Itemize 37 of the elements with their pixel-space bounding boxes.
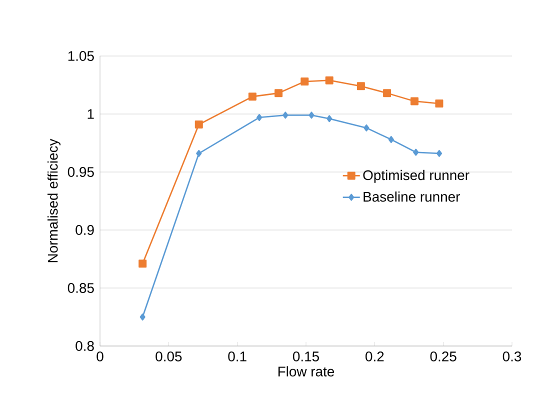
y-tick-label: 0.8 [76, 341, 94, 351]
x-tick-label: 0.3 [502, 352, 522, 362]
point [435, 100, 444, 108]
point [364, 124, 370, 132]
point [282, 112, 288, 119]
point [325, 76, 334, 84]
point [383, 89, 392, 98]
x-tick-label: 0.15 [292, 352, 319, 362]
point [300, 78, 309, 86]
y-tick-label: 0.85 [68, 283, 94, 293]
point [326, 115, 332, 122]
point [140, 314, 146, 320]
y-tick-label: 1.05 [68, 51, 94, 61]
point [138, 260, 147, 268]
y-tick-label: 1 [88, 109, 94, 119]
y-tick-label: 0.9 [76, 225, 94, 235]
legend-label: Baseline runner [364, 191, 460, 202]
point [388, 136, 394, 144]
y-axis-title: Normalised efficiecy [47, 138, 60, 262]
x-tick-label: 0 [96, 352, 104, 362]
point [274, 89, 283, 98]
x-tick-label: 0.2 [366, 352, 384, 362]
point [413, 148, 419, 156]
point [436, 150, 442, 157]
x-tick-label: 0.1 [228, 352, 246, 362]
point [196, 150, 202, 157]
x-tick-label: 0.25 [430, 352, 456, 362]
x-axis-title: Flow rate [278, 366, 334, 376]
point [194, 120, 203, 128]
point [356, 82, 365, 90]
legend-label: Optimised runner [363, 170, 470, 183]
x-tick-label: 0.05 [156, 352, 182, 362]
y-tick-label: 0.95 [68, 167, 94, 177]
point [248, 92, 256, 101]
point [256, 114, 262, 121]
point [308, 112, 314, 119]
point [410, 97, 418, 106]
